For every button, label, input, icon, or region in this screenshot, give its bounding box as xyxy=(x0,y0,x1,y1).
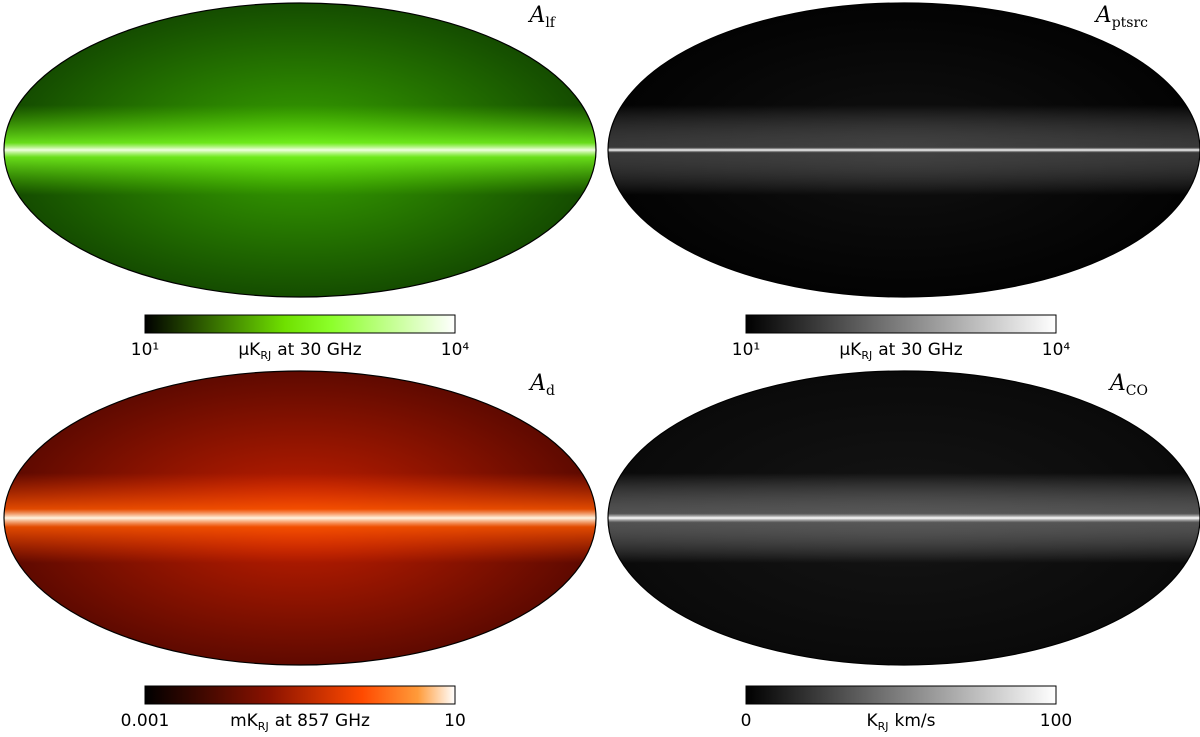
panel-title: Ad xyxy=(528,371,555,399)
colorbar xyxy=(745,685,1057,705)
colorbar xyxy=(144,685,456,705)
panel-title: Alf xyxy=(527,3,556,31)
title-sub: CO xyxy=(1126,383,1148,399)
title-main: A xyxy=(527,3,545,28)
map-outline xyxy=(3,2,597,298)
unit-sub: RJ xyxy=(260,349,271,362)
colorbar-unit: μKRJ at 30 GHz xyxy=(839,340,962,362)
unit-prefix: μK xyxy=(839,340,862,360)
unit-suffix: at 30 GHz xyxy=(277,340,361,360)
unit-suffix: at 857 GHz xyxy=(275,711,370,731)
unit-sub: RJ xyxy=(258,720,269,733)
colorbar-unit: μKRJ at 30 GHz xyxy=(238,340,361,362)
map-outline xyxy=(607,2,1200,298)
panel: ACO 0 100 KRJ km/s xyxy=(607,370,1200,733)
colorbar xyxy=(144,314,456,334)
title-sub: d xyxy=(546,383,555,399)
colorbar xyxy=(745,314,1057,334)
unit-suffix: at 30 GHz xyxy=(878,340,962,360)
colorbar-min: 10¹ xyxy=(131,340,159,360)
galactic-plane xyxy=(608,473,1200,563)
title-main: A xyxy=(1094,3,1112,28)
title-main: A xyxy=(528,371,546,396)
panel: Alf 10¹ 10⁴ μKRJ at 30 GHz xyxy=(3,2,597,362)
unit-sub: RJ xyxy=(878,720,889,733)
panel: Ad 0.001 10 mKRJ at 857 GHz xyxy=(3,370,597,733)
map-outline xyxy=(3,370,597,666)
galactic-plane xyxy=(4,105,596,195)
unit-prefix: μK xyxy=(238,340,261,360)
colorbar-min: 0.001 xyxy=(121,711,170,731)
unit-prefix: mK xyxy=(230,711,259,731)
unit-suffix: km/s xyxy=(895,711,936,731)
panel-title: Aptsrc xyxy=(1094,3,1148,31)
panel-title: ACO xyxy=(1108,371,1148,399)
title-sub: lf xyxy=(545,15,556,31)
galactic-plane xyxy=(608,105,1200,195)
unit-sub: RJ xyxy=(861,349,872,362)
unit-prefix: K xyxy=(866,711,878,731)
colorbar-max: 100 xyxy=(1040,711,1072,731)
galactic-plane xyxy=(4,473,596,563)
title-sub: ptsrc xyxy=(1112,15,1148,31)
colorbar-min: 0 xyxy=(741,711,752,731)
colorbar-min: 10¹ xyxy=(732,340,760,360)
colorbar-max: 10⁴ xyxy=(1042,340,1071,360)
colorbar-max: 10⁴ xyxy=(441,340,470,360)
colorbar-unit: KRJ km/s xyxy=(866,711,935,733)
colorbar-unit: mKRJ at 857 GHz xyxy=(230,711,370,733)
title-main: A xyxy=(1108,371,1126,396)
colorbar-max: 10 xyxy=(444,711,466,731)
map-outline xyxy=(607,370,1200,666)
panel: Aptsrc 10¹ 10⁴ μKRJ at 30 GHz xyxy=(607,2,1200,362)
